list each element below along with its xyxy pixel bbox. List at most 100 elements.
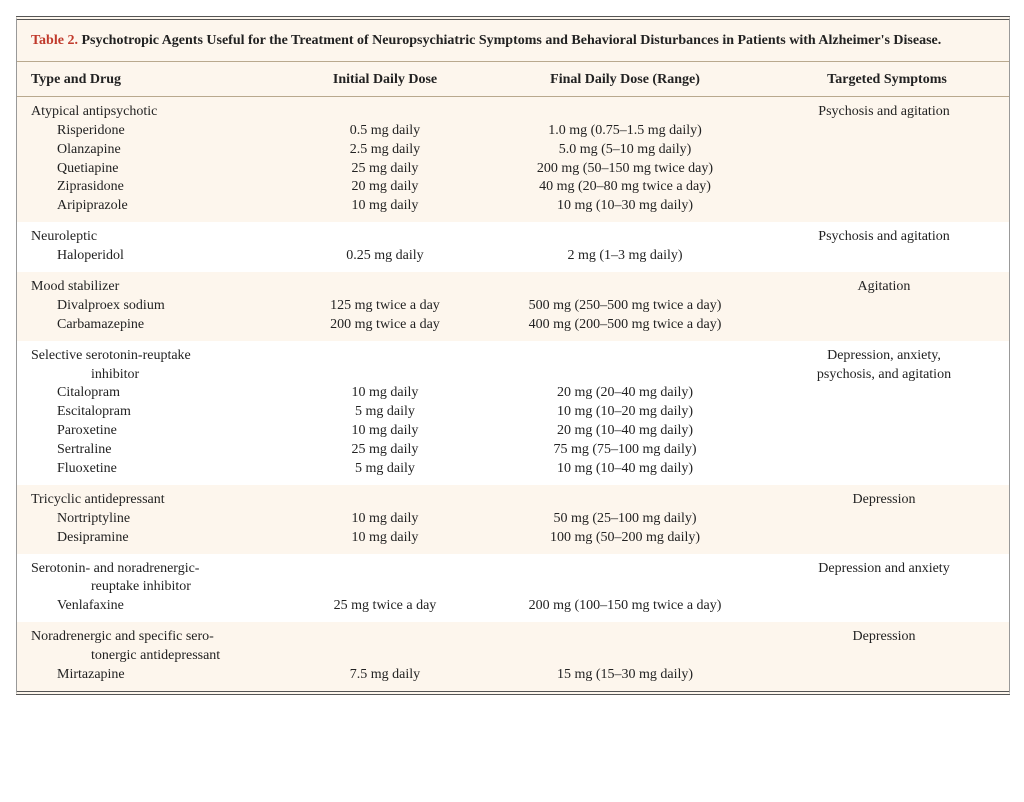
- medication-table: Table 2. Psychotropic Agents Useful for …: [16, 16, 1010, 695]
- initial-dose: 5 mg daily: [285, 460, 485, 485]
- col-header-type: Type and Drug: [17, 62, 285, 97]
- drug-class-cont: reuptake inhibitor: [31, 578, 277, 597]
- drug-name: Citalopram: [31, 384, 277, 403]
- final-dose: 15 mg (15–30 mg daily): [485, 666, 765, 691]
- targeted-symptom: Agitation: [773, 272, 995, 297]
- drug-name: Risperidone: [31, 122, 277, 141]
- final-dose: 40 mg (20–80 mg twice a day): [485, 178, 765, 197]
- drug-class-cont: inhibitor: [31, 366, 277, 385]
- initial-dose: 25 mg daily: [285, 441, 485, 460]
- drug-row: Aripiprazole 10 mg daily10 mg (10–30 mg d…: [17, 197, 1009, 222]
- drug-row: Ziprasidone 20 mg daily40 mg (20–80 mg tw…: [17, 178, 1009, 197]
- group-header-row: Tricyclic antidepressant Depression: [17, 485, 1009, 510]
- drug-name: Mirtazapine: [31, 666, 277, 685]
- table-number: Table 2.: [31, 33, 78, 48]
- group-header-row: Noradrenergic and specific sero-tonergic…: [17, 622, 1009, 666]
- final-dose: 400 mg (200–500 mg twice a day): [485, 316, 765, 341]
- final-dose: 2 mg (1–3 mg daily): [485, 247, 765, 272]
- targeted-symptom: Psychosis and agitation: [773, 222, 995, 247]
- drug-name: Haloperidol: [31, 247, 277, 266]
- drug-class: Tricyclic antidepressant: [31, 485, 277, 510]
- initial-dose: 20 mg daily: [285, 178, 485, 197]
- drug-row: Venlafaxine 25 mg twice a day200 mg (100–…: [17, 597, 1009, 622]
- final-dose: 500 mg (250–500 mg twice a day): [485, 297, 765, 316]
- initial-dose: 10 mg daily: [285, 510, 485, 529]
- final-dose: 10 mg (10–30 mg daily): [485, 197, 765, 222]
- drug-class: Atypical antipsychotic: [31, 97, 277, 122]
- drug-name: Quetiapine: [31, 160, 277, 179]
- drug-row: Escitalopram 5 mg daily10 mg (10–20 mg da…: [17, 403, 1009, 422]
- targeted-symptom: Depression: [773, 622, 995, 647]
- col-header-final: Final Daily Dose (Range): [485, 62, 765, 97]
- drug-class-cont: tonergic antidepressant: [31, 647, 277, 666]
- initial-dose: 2.5 mg daily: [285, 141, 485, 160]
- drug-row: Divalproex sodium 125 mg twice a day500 m…: [17, 297, 1009, 316]
- final-dose: 50 mg (25–100 mg daily): [485, 510, 765, 529]
- drug-class: Serotonin- and noradrenergic-: [31, 554, 277, 579]
- initial-dose: 10 mg daily: [285, 422, 485, 441]
- initial-dose: 10 mg daily: [285, 197, 485, 222]
- drug-row: Haloperidol 0.25 mg daily2 mg (1–3 mg dai…: [17, 247, 1009, 272]
- drug-row: Quetiapine 25 mg daily200 mg (50–150 mg t…: [17, 160, 1009, 179]
- drug-name: Fluoxetine: [31, 460, 277, 479]
- targeted-symptom: Depression: [773, 485, 995, 510]
- drug-name: Aripiprazole: [31, 197, 277, 216]
- initial-dose: 25 mg twice a day: [285, 597, 485, 622]
- drug-name: Carbamazepine: [31, 316, 277, 335]
- final-dose: 5.0 mg (5–10 mg daily): [485, 141, 765, 160]
- final-dose: 10 mg (10–20 mg daily): [485, 403, 765, 422]
- drug-row: Carbamazepine 200 mg twice a day400 mg (2…: [17, 316, 1009, 341]
- drug-name: Desipramine: [31, 529, 277, 548]
- initial-dose: 125 mg twice a day: [285, 297, 485, 316]
- drug-name: Ziprasidone: [31, 178, 277, 197]
- table-title: Psychotropic Agents Useful for the Treat…: [81, 33, 941, 48]
- drug-row: Paroxetine 10 mg daily20 mg (10–40 mg dai…: [17, 422, 1009, 441]
- final-dose: 100 mg (50–200 mg daily): [485, 529, 765, 554]
- drug-row: Sertraline 25 mg daily75 mg (75–100 mg da…: [17, 441, 1009, 460]
- initial-dose: 0.5 mg daily: [285, 122, 485, 141]
- drug-class: Selective serotonin-reuptake: [31, 341, 277, 366]
- drug-row: Nortriptyline 10 mg daily50 mg (25–100 mg…: [17, 510, 1009, 529]
- table-caption: Table 2. Psychotropic Agents Useful for …: [17, 20, 1009, 62]
- initial-dose: 200 mg twice a day: [285, 316, 485, 341]
- drug-row: Olanzapine2.5 mg daily5.0 mg (5–10 mg da…: [17, 141, 1009, 160]
- targeted-symptom-cont: psychosis, and agitation: [817, 367, 951, 382]
- group-header-row: Atypical antipsychotic Psychosis and agit…: [17, 96, 1009, 121]
- initial-dose: 10 mg daily: [285, 529, 485, 554]
- initial-dose: 10 mg daily: [285, 384, 485, 403]
- final-dose: 200 mg (50–150 mg twice day): [485, 160, 765, 179]
- drug-class: Noradrenergic and specific sero-: [31, 622, 277, 647]
- drug-row: Citalopram 10 mg daily20 mg (20–40 mg dai…: [17, 384, 1009, 403]
- col-header-symptoms: Targeted Symptoms: [765, 62, 1009, 97]
- final-dose: 10 mg (10–40 mg daily): [485, 460, 765, 485]
- col-header-initial: Initial Daily Dose: [285, 62, 485, 97]
- drug-class: Neuroleptic: [31, 222, 277, 247]
- final-dose: 75 mg (75–100 mg daily): [485, 441, 765, 460]
- targeted-symptom: Depression and anxiety: [773, 554, 995, 579]
- final-dose: 20 mg (10–40 mg daily): [485, 422, 765, 441]
- final-dose: 200 mg (100–150 mg twice a day): [485, 597, 765, 622]
- initial-dose: 0.25 mg daily: [285, 247, 485, 272]
- drug-name: Paroxetine: [31, 422, 277, 441]
- drug-row: Risperidone 0.5 mg daily1.0 mg (0.75–1.5 …: [17, 122, 1009, 141]
- drug-row: Fluoxetine 5 mg daily10 mg (10–40 mg dail…: [17, 460, 1009, 485]
- initial-dose: 7.5 mg daily: [285, 666, 485, 691]
- drug-row: Desipramine 10 mg daily100 mg (50–200 mg …: [17, 529, 1009, 554]
- drug-name: Sertraline: [31, 441, 277, 460]
- drug-row: Mirtazapine 7.5 mg daily15 mg (15–30 mg d…: [17, 666, 1009, 691]
- drug-name: Escitalopram: [31, 403, 277, 422]
- final-dose: 20 mg (20–40 mg daily): [485, 384, 765, 403]
- drug-name: Venlafaxine: [31, 597, 277, 616]
- drug-table: Type and Drug Initial Daily Dose Final D…: [17, 62, 1009, 691]
- drug-name: Nortriptyline: [31, 510, 277, 529]
- targeted-symptom: Psychosis and agitation: [773, 97, 995, 122]
- initial-dose: 25 mg daily: [285, 160, 485, 179]
- drug-name: Divalproex sodium: [31, 297, 277, 316]
- initial-dose: 5 mg daily: [285, 403, 485, 422]
- table-header-row: Type and Drug Initial Daily Dose Final D…: [17, 62, 1009, 97]
- group-header-row: Mood stabilizerAgitation: [17, 272, 1009, 297]
- final-dose: 1.0 mg (0.75–1.5 mg daily): [485, 122, 765, 141]
- targeted-symptom: Depression, anxiety,: [773, 341, 995, 366]
- group-header-row: Serotonin- and noradrenergic-reuptake in…: [17, 554, 1009, 598]
- group-header-row: Selective serotonin-reuptakeinhibitor Dep…: [17, 341, 1009, 385]
